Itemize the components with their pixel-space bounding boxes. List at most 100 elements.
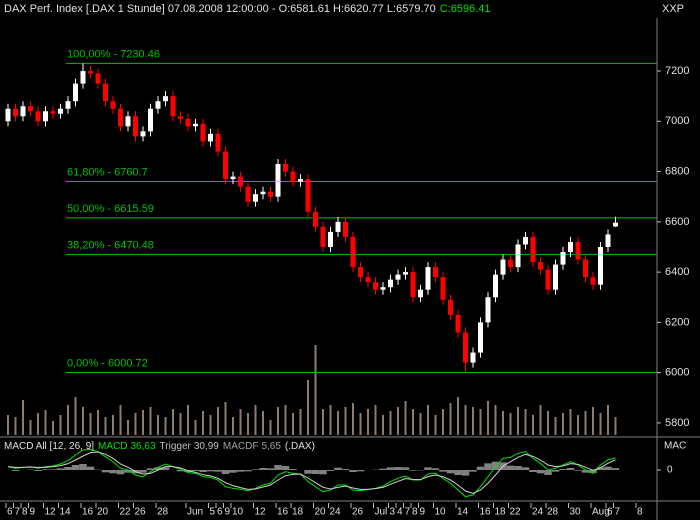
candle-body (155, 101, 161, 109)
level-label: 38,20% - 6470.48 (67, 239, 154, 251)
macd-histogram-bar (191, 470, 200, 471)
x-tick-label: 16 (82, 507, 94, 518)
x-tick-label: 7 (615, 507, 621, 518)
volume-bar (104, 417, 107, 435)
candle-body (5, 108, 11, 122)
title-text: DAX Perf. Index [.DAX 1 Stunde] 07.08.20… (4, 3, 436, 15)
x-tick-label: 22 (510, 507, 522, 518)
x-tick-label: Jun (187, 507, 203, 518)
candle-body (388, 279, 393, 288)
macd-histogram-bar (154, 467, 162, 470)
legend-name: MACD (98, 441, 127, 452)
volume-bar (22, 400, 24, 435)
volume-bar (412, 409, 414, 435)
volume-bar (479, 409, 482, 435)
macd-histogram-bar (116, 470, 125, 475)
candle-body (148, 108, 153, 132)
volume-bar (494, 405, 497, 435)
macd-histogram-bar (536, 470, 545, 474)
chart-title: DAX Perf. Index [.DAX 1 Stunde] 07.08.20… (4, 3, 491, 15)
volume-bar (554, 417, 557, 435)
x-tick-label: 28 (157, 507, 169, 518)
candle-body (568, 241, 573, 253)
volume-bar (52, 421, 54, 435)
volume-bar (502, 411, 504, 435)
candle-body (313, 211, 318, 227)
volume-bar (547, 411, 549, 435)
legend-name: MACDF (223, 441, 259, 452)
candle-body (530, 236, 536, 263)
volume-bar (509, 413, 512, 435)
volume-bar (562, 413, 564, 435)
macd-histogram-bar (326, 470, 335, 471)
candle-body (358, 267, 363, 278)
candle-body (133, 116, 138, 137)
candle-body (298, 179, 303, 182)
x-tick-label: 20 (315, 507, 327, 518)
candle-body (343, 221, 348, 237)
candle-body (73, 83, 78, 102)
macd-line (7, 448, 616, 498)
macd-histogram-bar (139, 470, 147, 473)
candle-body (88, 71, 93, 74)
candle-body (583, 259, 588, 278)
candle-body (305, 179, 311, 212)
x-tick-label: 14 (457, 507, 469, 518)
macd-histogram-bar (146, 468, 155, 470)
volume-bar (157, 415, 159, 435)
candle-body (553, 264, 558, 290)
candle-body (20, 106, 26, 117)
volume-bar (89, 413, 92, 435)
candle-body (35, 111, 41, 122)
legend-value: 36,63 (131, 441, 156, 452)
candle-body (268, 191, 273, 197)
volume-bar (67, 405, 69, 435)
macd-histogram-bar (394, 467, 402, 470)
candle-body (260, 191, 266, 195)
volume-bar (209, 415, 212, 435)
candle-body (275, 164, 281, 197)
candle-body (373, 282, 378, 290)
macd-header: MACD All [12, 26, 9] MACD 36,63 Trigger 30,9… (4, 441, 315, 452)
macd-axis-label: MAC (664, 441, 686, 452)
candle-body (613, 222, 618, 227)
legend-value: 5,65 (261, 441, 281, 452)
candle-body (118, 108, 123, 127)
volume-bar (532, 415, 534, 435)
candle-body (320, 226, 326, 247)
candle-body (448, 299, 453, 315)
x-tick-label: 16 (480, 507, 492, 518)
candle-body (463, 332, 468, 363)
volume-bar (487, 401, 489, 435)
candle-body (500, 259, 506, 275)
macd-histogram-bar (446, 470, 455, 474)
macd-histogram-bar (521, 467, 530, 470)
macd-histogram-bar (244, 470, 252, 472)
volume-bar (37, 413, 39, 435)
x-tick-label: 18 (292, 507, 304, 518)
candle-body (433, 267, 438, 278)
macd-histogram-bar (319, 470, 327, 475)
macd-histogram-bar (529, 470, 537, 472)
candle-body (50, 111, 56, 114)
volume-bar (14, 417, 17, 435)
volume-bar (314, 345, 317, 435)
candle-body (328, 231, 333, 247)
candle-body (163, 96, 168, 102)
candle-body (208, 133, 213, 142)
macd-histogram-bar (581, 470, 590, 473)
candle-body (253, 194, 258, 202)
macd-histogram-bar (289, 469, 297, 470)
macd-histogram-bar (386, 467, 395, 470)
x-tick-label: 5 (210, 507, 216, 518)
candle-body (470, 352, 476, 363)
volume-bar (119, 405, 122, 435)
x-tick-label: 26 (352, 507, 364, 518)
volume-bar (397, 407, 399, 435)
candle-body (110, 101, 116, 109)
volume-bar (517, 407, 519, 435)
macd-histogram-bar (611, 468, 620, 470)
x-tick-label: 24 (532, 507, 544, 518)
macd-histogram-bar (41, 469, 50, 470)
candle-body (65, 101, 71, 109)
